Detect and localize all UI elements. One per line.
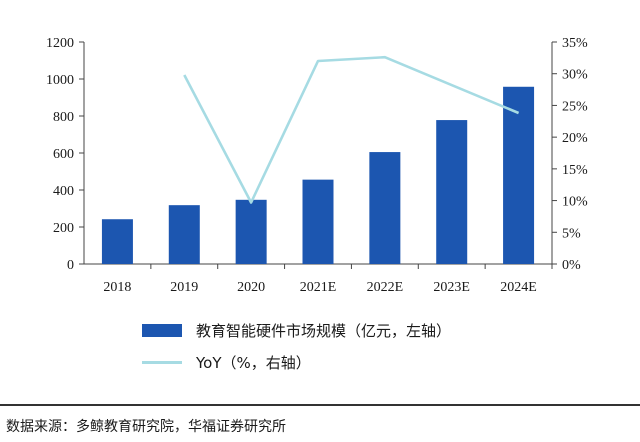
x-tick-label: 2021E	[300, 280, 337, 295]
left-tick-label: 800	[53, 110, 74, 125]
source-note: 数据来源：多鲸教育研究院，华福证券研究所	[6, 419, 286, 435]
bar-2019	[168, 205, 200, 264]
left-tick-label: 200	[53, 221, 74, 236]
left-tick-label: 1200	[46, 36, 74, 51]
x-tick-label: 2023E	[433, 280, 470, 295]
right-tick-label: 15%	[562, 163, 588, 178]
source-divider	[0, 404, 640, 406]
yoy-series-line	[183, 55, 520, 204]
x-tick-label: 2022E	[367, 280, 404, 295]
bar-2018	[101, 219, 133, 264]
bar-2023E	[436, 120, 468, 264]
left-tick-label: 400	[53, 184, 74, 199]
bar-2024E	[503, 86, 535, 265]
legend-line-swatch	[142, 361, 182, 364]
bar-2022E	[369, 152, 401, 264]
x-tick-label: 2019	[170, 280, 198, 295]
x-tick-label: 2024E	[500, 280, 537, 295]
left-tick-label: 600	[53, 147, 74, 162]
left-tick-label: 0	[67, 258, 74, 273]
right-tick-label: 25%	[562, 99, 588, 114]
legend-bar-swatch	[142, 324, 182, 337]
legend-line-label: YoY（%，右轴）	[196, 354, 311, 372]
bar-2020	[235, 199, 267, 264]
x-tick-label: 2020	[237, 280, 265, 295]
chart-svg: 0 200 400 600 800 1000 1200 0% 5% 10% 15% 20% 25% 30%…	[46, 36, 588, 295]
x-tick-label: 2018	[103, 280, 131, 295]
legend-bar-entry: 教育智能硬件市场规模（亿元，左轴）	[142, 320, 451, 341]
bar-2021E	[302, 179, 334, 264]
right-tick-label: 5%	[562, 226, 581, 241]
right-tick-label: 10%	[562, 195, 588, 210]
right-tick-label: 0%	[562, 258, 581, 273]
right-tick-label: 30%	[562, 68, 588, 83]
right-tick-label: 20%	[562, 131, 588, 146]
right-tick-label: 35%	[562, 36, 588, 51]
legend-bar-label: 教育智能硬件市场规模（亿元，左轴）	[196, 322, 452, 340]
legend-line-entry: YoY（%，右轴）	[142, 352, 311, 373]
left-tick-label: 1000	[46, 73, 74, 88]
